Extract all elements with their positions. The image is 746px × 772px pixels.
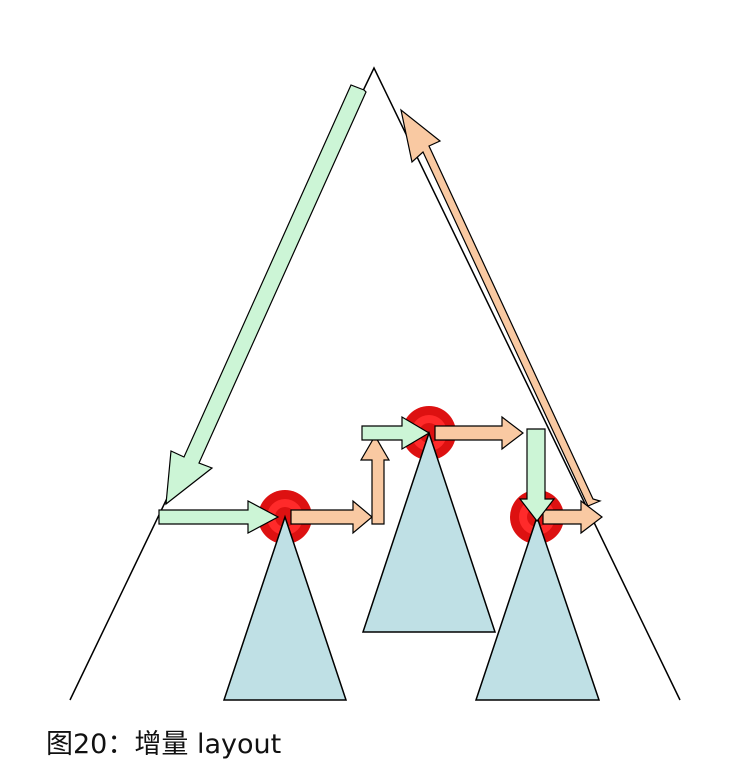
forward-arrow-1 (158, 500, 280, 534)
forward-arrow-2 (361, 415, 431, 451)
figure-caption: 图20：增量 layout (46, 729, 282, 760)
return-arrow-3 (434, 415, 524, 451)
subtree-triangle-3 (474, 514, 601, 701)
return-arrow-to-root (400, 108, 602, 507)
return-arrow-1 (290, 499, 373, 535)
subtree-triangle-2 (361, 430, 497, 633)
forward-arrow-3-down (518, 428, 556, 522)
subtree-triangle-1 (222, 514, 348, 701)
incremental-layout-diagram (69, 66, 681, 701)
return-arrow-2-up (359, 434, 391, 525)
return-arrow-4 (542, 499, 603, 535)
descend-arrow-from-root (165, 84, 367, 506)
